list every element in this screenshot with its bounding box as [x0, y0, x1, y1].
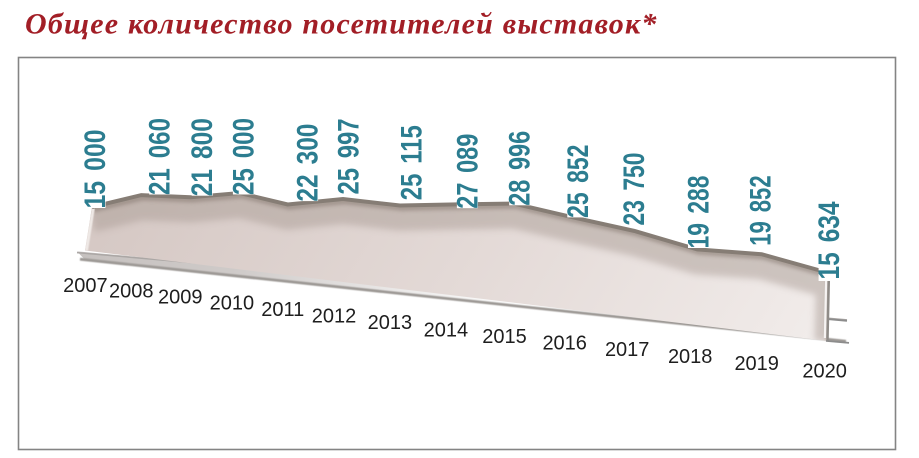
svg-text:21 060: 21 060	[144, 118, 177, 195]
svg-text:2018: 2018	[668, 346, 713, 368]
svg-text:25 000: 25 000	[228, 118, 261, 195]
svg-text:Общее количество посетителей в: Общее количество посетителей выставок*	[25, 8, 658, 41]
svg-text:19 852: 19 852	[744, 175, 777, 245]
svg-text:21 800: 21 800	[186, 118, 219, 196]
svg-text:2013: 2013	[368, 312, 413, 334]
svg-text:2012: 2012	[312, 305, 357, 327]
svg-text:15 000: 15 000	[79, 130, 112, 209]
svg-text:27 089: 27 089	[452, 134, 485, 209]
svg-text:2011: 2011	[261, 299, 304, 321]
svg-text:2010: 2010	[210, 293, 255, 315]
svg-text:15 634: 15 634	[813, 201, 846, 279]
svg-text:25 997: 25 997	[333, 119, 366, 195]
svg-text:23 750: 23 750	[618, 153, 651, 226]
svg-text:2020: 2020	[802, 361, 847, 383]
svg-text:2019: 2019	[734, 353, 779, 375]
svg-text:2017: 2017	[605, 339, 650, 361]
svg-text:2015: 2015	[482, 326, 527, 348]
svg-text:2007: 2007	[63, 275, 108, 297]
svg-text:22 300: 22 300	[292, 124, 325, 202]
svg-text:2009: 2009	[158, 286, 203, 308]
svg-text:2014: 2014	[424, 320, 469, 342]
svg-text:2008: 2008	[109, 281, 154, 303]
svg-text:19 288: 19 288	[683, 176, 716, 249]
svg-text:25 115: 25 115	[396, 125, 429, 200]
svg-text:2016: 2016	[542, 333, 587, 355]
svg-text:28 996: 28 996	[504, 131, 537, 206]
svg-text:25 852: 25 852	[562, 145, 595, 218]
